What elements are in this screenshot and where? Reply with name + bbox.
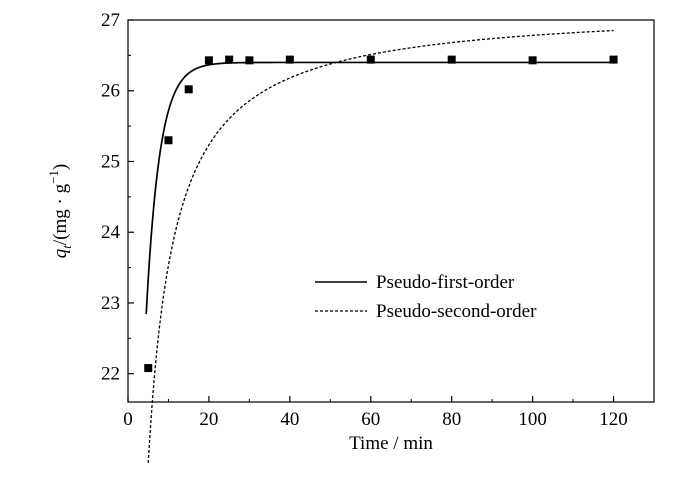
data-point bbox=[447, 55, 456, 64]
y-axis-label-unit: /(mg · g bbox=[50, 183, 71, 245]
data-point bbox=[285, 55, 294, 64]
x-tick-label: 20 bbox=[199, 409, 218, 430]
y-tick-label: 23 bbox=[101, 293, 120, 314]
y-axis-label-symbol: q bbox=[50, 248, 71, 258]
data-point bbox=[184, 85, 193, 94]
legend-label-first-order: Pseudo-first-order bbox=[376, 272, 515, 293]
y-axis-label: qt/(mg · g−1) bbox=[46, 164, 74, 259]
x-tick-label: 100 bbox=[518, 409, 547, 430]
experimental-points bbox=[144, 55, 618, 373]
y-tick-label: 26 bbox=[101, 81, 120, 102]
y-tick-label: 24 bbox=[101, 222, 121, 243]
data-point bbox=[204, 56, 213, 65]
data-point bbox=[245, 56, 254, 65]
data-point bbox=[609, 55, 618, 64]
x-axis-label: Time / min bbox=[349, 433, 433, 454]
x-tick-label: 120 bbox=[599, 409, 628, 430]
data-point bbox=[164, 136, 173, 145]
plot-frame bbox=[127, 19, 655, 403]
data-point bbox=[144, 364, 153, 373]
y-axis-label-close: ) bbox=[50, 164, 71, 170]
x-tick-label: 40 bbox=[280, 409, 299, 430]
x-axis-ticks: 0 20 40 60 80 100 120 bbox=[123, 396, 628, 430]
y-axis-ticks: 22 23 24 25 26 27 bbox=[101, 10, 134, 385]
data-point bbox=[366, 55, 375, 64]
y-axis-label-superscript: −1 bbox=[46, 170, 61, 184]
y-tick-label: 22 bbox=[101, 364, 120, 385]
x-tick-label: 60 bbox=[361, 409, 380, 430]
series-pseudo-second-order bbox=[147, 29, 614, 463]
data-point bbox=[528, 56, 537, 65]
data-point bbox=[225, 55, 234, 64]
legend-label-second-order: Pseudo-second-order bbox=[376, 301, 537, 322]
model-curves bbox=[145, 29, 614, 463]
legend: Pseudo-first-order Pseudo-second-order bbox=[315, 272, 537, 322]
x-tick-label: 0 bbox=[123, 409, 133, 430]
y-tick-label: 25 bbox=[101, 151, 120, 172]
x-tick-label: 80 bbox=[442, 409, 461, 430]
y-tick-label: 27 bbox=[101, 10, 120, 31]
y-axis-label-subscript: t bbox=[59, 245, 74, 249]
